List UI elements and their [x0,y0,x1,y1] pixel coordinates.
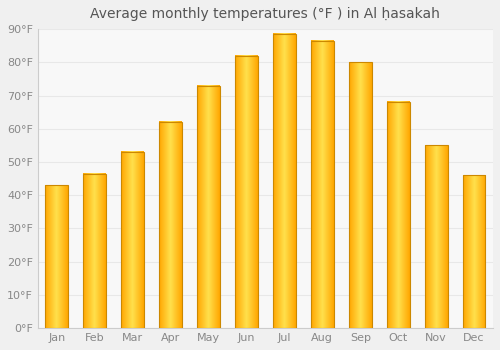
Bar [84,174,106,328]
Bar [462,175,485,328]
Bar [387,102,409,328]
Bar [425,145,448,328]
Bar [197,85,220,328]
Bar [122,152,144,328]
Bar [159,122,182,328]
Bar [349,62,372,328]
Bar [311,41,334,328]
Title: Average monthly temperatures (°F ) in Al ḥasakah: Average monthly temperatures (°F ) in Al… [90,7,440,21]
Bar [273,34,296,328]
Bar [46,185,68,328]
Bar [235,56,258,328]
